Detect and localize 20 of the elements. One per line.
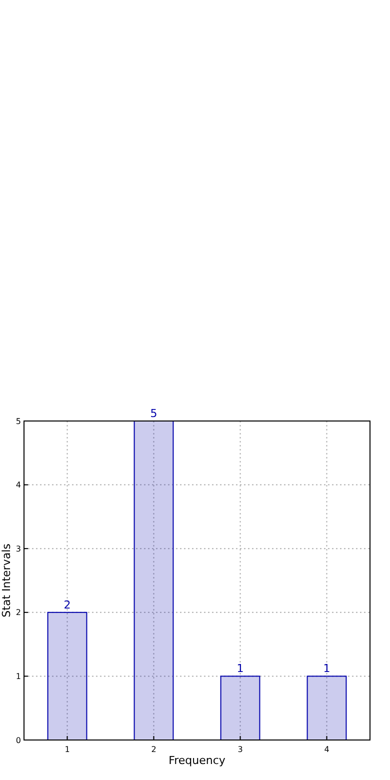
y-tick-label: 4 <box>16 480 21 490</box>
bar <box>306 676 347 740</box>
x-tick-label: 2 <box>151 745 156 754</box>
y-tick-label: 0 <box>16 736 21 745</box>
x-tick-label: 3 <box>238 745 243 754</box>
data-label: 1 <box>236 662 244 676</box>
bar <box>134 420 174 740</box>
data-label: 5 <box>150 407 158 420</box>
bar <box>220 676 260 740</box>
y-tick-label: 3 <box>16 544 21 554</box>
y-tick-label: 2 <box>16 608 21 618</box>
y-axis-title: Stat Intervals <box>0 543 13 618</box>
x-axis-title: Frequency <box>168 754 226 767</box>
x-tick-label: 4 <box>324 745 330 754</box>
data-label: 2 <box>64 598 71 612</box>
data-label: 1 <box>323 662 330 676</box>
x-tick-label: 1 <box>64 745 70 754</box>
bar <box>47 612 88 740</box>
y-tick-label: 1 <box>16 672 21 681</box>
y-tick-label: 5 <box>16 416 21 426</box>
